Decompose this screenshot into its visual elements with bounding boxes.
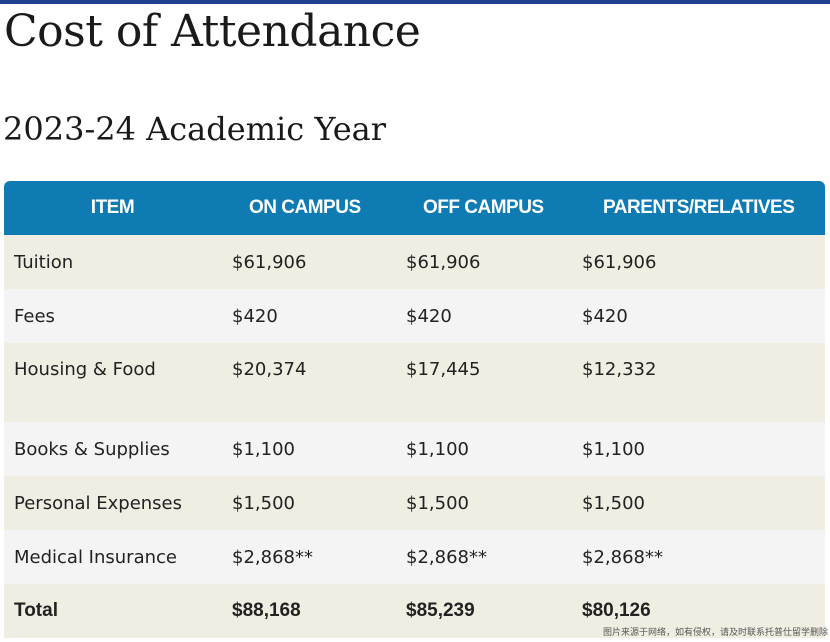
item-cell: Books & Supplies (14, 438, 170, 460)
column-header-on-campus: ON CAMPUS (249, 197, 361, 218)
on-campus-total-cell: $88,168 (232, 600, 301, 621)
off-campus-cell: $2,868** (406, 546, 487, 568)
top-accent-bar (0, 0, 830, 4)
image-source-watermark: 图片来源于网络，如有侵权，请及时联系托普仕留学删除 (602, 628, 828, 638)
off-campus-cell: $420 (406, 305, 452, 327)
column-header-parents-relatives: PARENTS/RELATIVES (603, 197, 795, 218)
column-header-off-campus: OFF CAMPUS (423, 197, 544, 218)
cost-table: ITEM ON CAMPUS OFF CAMPUS PARENTS/RELATI… (4, 181, 825, 638)
on-campus-cell: $1,500 (232, 492, 295, 514)
table-row: Medical Insurance $2,868** $2,868** $2,8… (4, 530, 825, 584)
item-cell: Fees (14, 305, 55, 327)
parents-relatives-cell: $1,100 (582, 438, 645, 460)
off-campus-cell: $61,906 (406, 251, 481, 273)
on-campus-cell: $2,868** (232, 546, 313, 568)
parents-relatives-cell: $1,500 (582, 492, 645, 514)
item-cell: Medical Insurance (14, 546, 177, 568)
column-header-item: ITEM (90, 197, 135, 218)
total-label-cell: Total (14, 600, 58, 621)
table-row: Fees $420 $420 $420 (4, 289, 825, 343)
table-row: Personal Expenses $1,500 $1,500 $1,500 (4, 476, 825, 530)
table-row: Books & Supplies $1,100 $1,100 $1,100 (4, 422, 825, 476)
on-campus-cell: $1,100 (232, 438, 295, 460)
item-cell: Housing & Food (14, 359, 156, 380)
item-cell: Tuition (14, 251, 74, 273)
table-total-row: Total $88,168 $85,239 $80,126 (4, 584, 825, 638)
parents-relatives-cell: $420 (582, 305, 628, 327)
off-campus-cell: $1,100 (406, 438, 469, 460)
parents-relatives-cell: $12,332 (582, 359, 657, 380)
on-campus-cell: $61,906 (232, 251, 307, 273)
page-subtitle: 2023-24 Academic Year (3, 110, 386, 148)
off-campus-cell: $1,500 (406, 492, 469, 514)
table-row: Tuition $61,906 $61,906 $61,906 (4, 235, 825, 289)
parents-relatives-cell: $2,868** (582, 546, 663, 568)
page-title: Cost of Attendance (4, 6, 421, 57)
item-cell: Personal Expenses (14, 492, 183, 514)
off-campus-total-cell: $85,239 (406, 600, 475, 621)
table-row: Housing & Food $20,374 $17,445 $12,332 (4, 343, 825, 422)
table-header-row: ITEM ON CAMPUS OFF CAMPUS PARENTS/RELATI… (4, 181, 825, 235)
off-campus-cell: $17,445 (406, 359, 481, 380)
on-campus-cell: $420 (232, 305, 278, 327)
on-campus-cell: $20,374 (232, 359, 307, 380)
cost-table-container: ITEM ON CAMPUS OFF CAMPUS PARENTS/RELATI… (4, 181, 825, 638)
parents-relatives-total-cell: $80,126 (582, 600, 651, 621)
parents-relatives-cell: $61,906 (582, 251, 657, 273)
